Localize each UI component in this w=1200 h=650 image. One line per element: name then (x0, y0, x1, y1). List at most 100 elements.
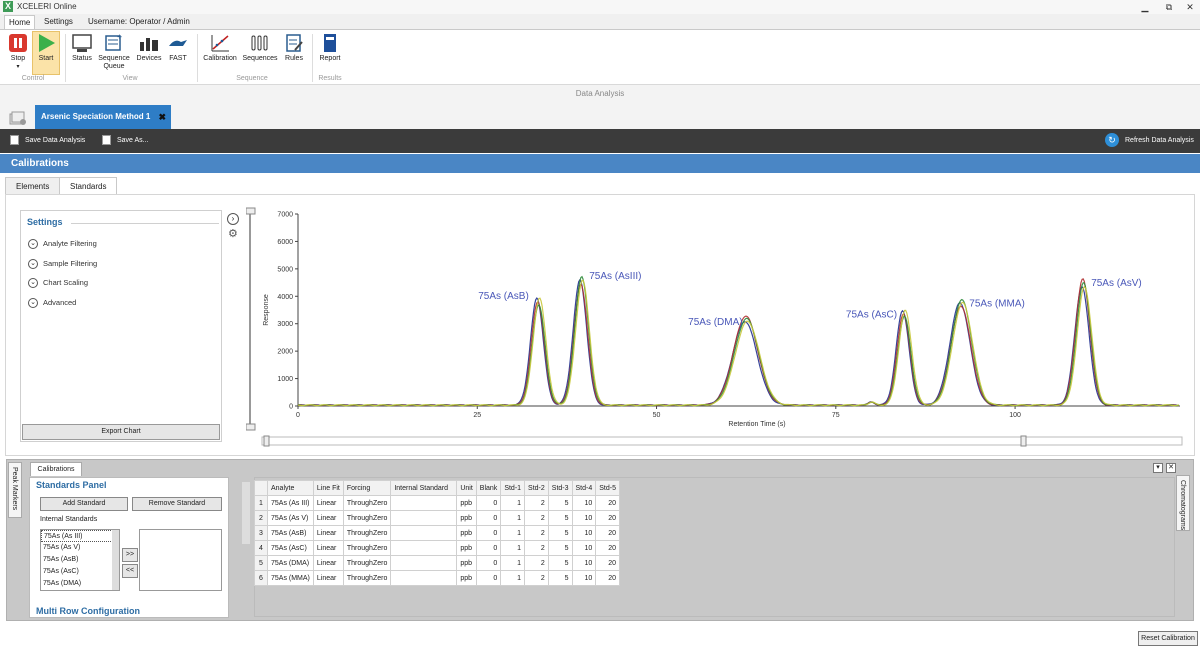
table-row[interactable]: 4 75As (AsC) Linear ThroughZero ppb 0 1 2 5 10 20 (254, 540, 620, 556)
table-cell[interactable] (390, 495, 458, 511)
y-zoom-slider-bottom-handle[interactable] (246, 423, 256, 431)
add-standard-button[interactable]: Add Standard (40, 497, 128, 511)
table-cell[interactable]: 2 (524, 495, 549, 511)
gear-icon[interactable]: ⚙ (228, 228, 238, 240)
table-cell[interactable]: 1 (500, 555, 526, 571)
column-header[interactable]: Std-1 (500, 480, 526, 496)
sample-filtering-expander[interactable]: ⌄ Sample Filtering (28, 259, 97, 270)
table-cell[interactable]: 75As (AsB) (267, 525, 314, 541)
table-cell[interactable]: ppb (456, 525, 477, 541)
table-cell[interactable]: 2 (524, 555, 549, 571)
table-cell[interactable]: ThroughZero (342, 570, 392, 586)
tab-home[interactable]: Home (4, 15, 36, 29)
table-cell[interactable]: 20 (595, 570, 620, 586)
table-cell[interactable]: 10 (571, 525, 597, 541)
panel-scrollbar[interactable] (242, 482, 250, 544)
dock-pin-button[interactable]: ▾ (1153, 463, 1163, 473)
table-cell[interactable]: 75As (DMA) (267, 555, 314, 571)
table-cell[interactable]: 75As (AsC) (267, 540, 314, 556)
table-cell[interactable]: 20 (595, 540, 620, 556)
table-cell[interactable]: 0 (475, 495, 502, 511)
table-cell[interactable]: Linear (312, 495, 344, 511)
internal-standards-list[interactable]: 75As (As III) 75As (As V) 75As (AsB) 75As (… (40, 529, 120, 591)
table-cell[interactable]: ThroughZero (342, 525, 392, 541)
table-cell[interactable]: 10 (571, 570, 597, 586)
table-cell[interactable]: Linear (312, 570, 344, 586)
list-item[interactable]: 75As (AsC) (43, 568, 79, 575)
table-cell[interactable] (390, 510, 458, 526)
calibration-button[interactable]: Calibration (202, 32, 238, 76)
table-cell[interactable]: Linear (312, 555, 344, 571)
selected-internal-standards-list[interactable] (139, 529, 222, 591)
tab-calibrations[interactable]: Calibrations (30, 462, 82, 476)
table-cell[interactable]: 5 (547, 525, 573, 541)
refresh-data-analysis-button[interactable]: ↻ Refresh Data Analysis (1105, 129, 1194, 153)
restore-button[interactable]: ⧉ (1165, 2, 1173, 12)
chromatograms-side-tab[interactable]: Chromatograms (1176, 475, 1190, 531)
table-cell[interactable]: 5 (547, 555, 573, 571)
peak-markers-side-tab[interactable]: Peak Markers (8, 462, 22, 518)
table-cell[interactable]: ThroughZero (342, 495, 392, 511)
series-line[interactable] (297, 279, 1179, 407)
table-cell[interactable]: 1 (500, 495, 526, 511)
table-cell[interactable]: 20 (595, 555, 620, 571)
x-zoom-slider-right-handle[interactable] (1020, 435, 1027, 447)
table-cell[interactable]: 2 (524, 510, 549, 526)
y-zoom-slider-top-handle[interactable] (246, 207, 256, 215)
table-cell[interactable]: 1 (500, 525, 526, 541)
table-cell[interactable]: 5 (547, 570, 573, 586)
table-cell[interactable]: 10 (571, 495, 597, 511)
report-button[interactable]: Report (317, 32, 343, 76)
table-cell[interactable] (390, 525, 458, 541)
table-cell[interactable]: Linear (312, 510, 344, 526)
column-header[interactable]: Std-4 (571, 480, 597, 496)
table-cell[interactable]: 20 (595, 510, 620, 526)
list-item[interactable]: 75As (As V) (43, 544, 81, 551)
table-cell[interactable]: 10 (571, 555, 597, 571)
column-header[interactable]: Line Fit (312, 480, 344, 496)
column-header[interactable]: Internal Standard (390, 480, 458, 496)
table-cell[interactable]: 0 (475, 570, 502, 586)
table-cell[interactable]: ppb (456, 570, 477, 586)
table-cell[interactable]: 10 (571, 510, 597, 526)
table-cell[interactable]: 2 (524, 540, 549, 556)
list-item[interactable]: 75As (As III) (41, 530, 119, 542)
table-cell[interactable]: 20 (595, 495, 620, 511)
move-left-button[interactable]: << (122, 564, 138, 578)
table-row[interactable]: 5 75As (DMA) Linear ThroughZero ppb 0 1 2 5 10 20 (254, 555, 620, 571)
analyte-filtering-expander[interactable]: ⌄ Analyte Filtering (28, 239, 97, 250)
reset-calibration-button[interactable]: Reset Calibration (1138, 631, 1198, 646)
table-cell[interactable]: 10 (571, 540, 597, 556)
table-cell[interactable]: 20 (595, 525, 620, 541)
table-cell[interactable]: 1 (500, 510, 526, 526)
start-button[interactable]: Start (32, 31, 60, 75)
table-cell[interactable]: 75As (As III) (267, 495, 314, 511)
move-right-button[interactable]: >> (122, 548, 138, 562)
new-document-icon[interactable] (9, 110, 27, 126)
table-cell[interactable]: 75As (As V) (267, 510, 314, 526)
column-header[interactable]: Std-2 (524, 480, 549, 496)
table-row[interactable]: 6 75As (MMA) Linear ThroughZero ppb 0 1 2 5 10 20 (254, 570, 620, 586)
table-row[interactable]: 3 75As (AsB) Linear ThroughZero ppb 0 1 2 5 10 20 (254, 525, 620, 541)
table-cell[interactable]: 1 (500, 570, 526, 586)
table-row[interactable]: 2 75As (As V) Linear ThroughZero ppb 0 1 2 5 10 20 (254, 510, 620, 526)
tab-standards[interactable]: Standards (59, 177, 118, 195)
table-cell[interactable] (390, 570, 458, 586)
fast-button[interactable]: FAST (166, 32, 190, 76)
table-cell[interactable]: ThroughZero (342, 540, 392, 556)
table-cell[interactable]: 0 (475, 555, 502, 571)
table-cell[interactable]: 5 (547, 510, 573, 526)
minimize-button[interactable]: ▁ (1141, 2, 1149, 12)
table-cell[interactable]: Linear (312, 540, 344, 556)
column-header[interactable]: Unit (456, 480, 477, 496)
close-window-button[interactable]: ✕ (1186, 2, 1194, 12)
table-cell[interactable]: 1 (500, 540, 526, 556)
sequences-button[interactable]: Sequences (241, 32, 279, 76)
devices-button[interactable]: Devices (135, 32, 163, 76)
stop-button[interactable]: Stop ▾ (6, 32, 30, 76)
rules-button[interactable]: Rules (282, 32, 306, 76)
list-item[interactable]: 75As (DMA) (43, 580, 82, 587)
tab-username[interactable]: Username: Operator / Admin (88, 17, 190, 26)
table-cell[interactable] (390, 555, 458, 571)
table-cell[interactable]: ppb (456, 495, 477, 511)
